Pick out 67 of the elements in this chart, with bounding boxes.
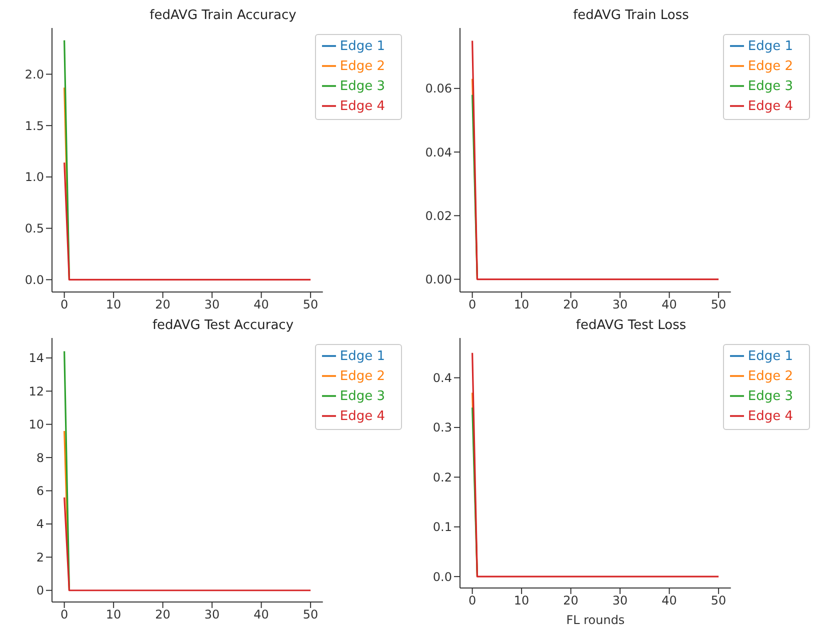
legend-label: Edge 2 — [340, 369, 385, 384]
x-tick-label: 0 — [60, 608, 68, 622]
y-tick-label: 0.06 — [425, 82, 452, 96]
x-tick-label: 10 — [514, 594, 530, 608]
x-tick-label: 40 — [254, 298, 269, 312]
x-tick-label: 30 — [612, 298, 628, 312]
x-tick-label: 0 — [468, 594, 476, 608]
legend-label: Edge 4 — [748, 99, 793, 114]
x-tick-label: 20 — [155, 298, 170, 312]
legend-label: Edge 2 — [748, 59, 793, 74]
y-tick-label: 0.02 — [425, 208, 452, 223]
y-tick-label: 0 — [36, 584, 44, 598]
legend-label: Edge 4 — [340, 409, 385, 424]
y-tick-label: 2 — [36, 550, 44, 564]
x-tick-label: 50 — [710, 594, 726, 608]
legend-label: Edge 1 — [340, 349, 385, 364]
y-tick-label: 0.3 — [432, 420, 452, 435]
chart-title: fedAVG Train Loss — [572, 8, 690, 23]
x-tick-label: 40 — [662, 594, 677, 608]
legend-label: Edge 1 — [748, 39, 793, 54]
legend-label: Edge 1 — [340, 39, 385, 54]
x-tick-label: 50 — [302, 608, 318, 622]
legend-label: Edge 3 — [340, 389, 385, 404]
x-tick-label: 10 — [106, 298, 122, 312]
legend-label: Edge 4 — [748, 409, 793, 424]
legend-label: Edge 3 — [748, 79, 793, 94]
x-tick-label: 20 — [563, 594, 578, 608]
y-tick-label: 1.0 — [24, 170, 44, 184]
x-tick-label: 30 — [612, 594, 628, 608]
y-tick-label: 0.0 — [24, 272, 44, 287]
x-tick-label: 50 — [302, 298, 318, 312]
x-tick-label: 20 — [155, 608, 170, 622]
legend-label: Edge 2 — [340, 59, 385, 74]
y-tick-label: 2.0 — [24, 67, 44, 82]
y-tick-label: 12 — [28, 384, 44, 398]
x-tick-label: 10 — [514, 298, 530, 312]
legend-label: Edge 1 — [748, 349, 793, 364]
y-tick-label: 1.5 — [24, 118, 44, 133]
chart-title: fedAVG Test Loss — [574, 318, 688, 333]
y-tick-label: 0.0 — [432, 570, 452, 584]
x-tick-label: 0 — [60, 298, 68, 312]
legend-label: Edge 4 — [340, 99, 385, 114]
legend-label: Edge 3 — [340, 79, 385, 94]
y-tick-label: 0.04 — [425, 145, 452, 160]
y-tick-label: 0.5 — [24, 222, 44, 236]
x-tick-label: 20 — [563, 298, 578, 312]
x-tick-label: 40 — [254, 608, 269, 622]
x-tick-label: 30 — [204, 608, 220, 622]
y-tick-label: 0.00 — [425, 272, 452, 287]
x-tick-label: 30 — [204, 298, 220, 312]
y-tick-label: 0.1 — [432, 520, 452, 534]
legend-label: Edge 2 — [748, 369, 793, 384]
x-tick-label: 40 — [662, 298, 677, 312]
x-tick-label: 0 — [468, 298, 476, 312]
y-tick-label: 6 — [36, 484, 44, 498]
x-tick-label: 10 — [106, 608, 122, 622]
chart-title: fedAVG Train Accuracy — [148, 8, 298, 23]
x-axis-title: FL rounds — [566, 613, 625, 625]
x-tick-label: 50 — [710, 298, 726, 312]
y-tick-label: 14 — [28, 351, 44, 366]
y-tick-label: 4 — [36, 517, 44, 532]
y-tick-label: 8 — [36, 450, 44, 465]
chart-title: fedAVG Test Accuracy — [151, 318, 295, 333]
legend-label: Edge 3 — [748, 389, 793, 404]
y-tick-label: 0.4 — [432, 371, 452, 386]
y-tick-label: 0.2 — [432, 470, 452, 484]
y-tick-label: 10 — [28, 418, 44, 432]
